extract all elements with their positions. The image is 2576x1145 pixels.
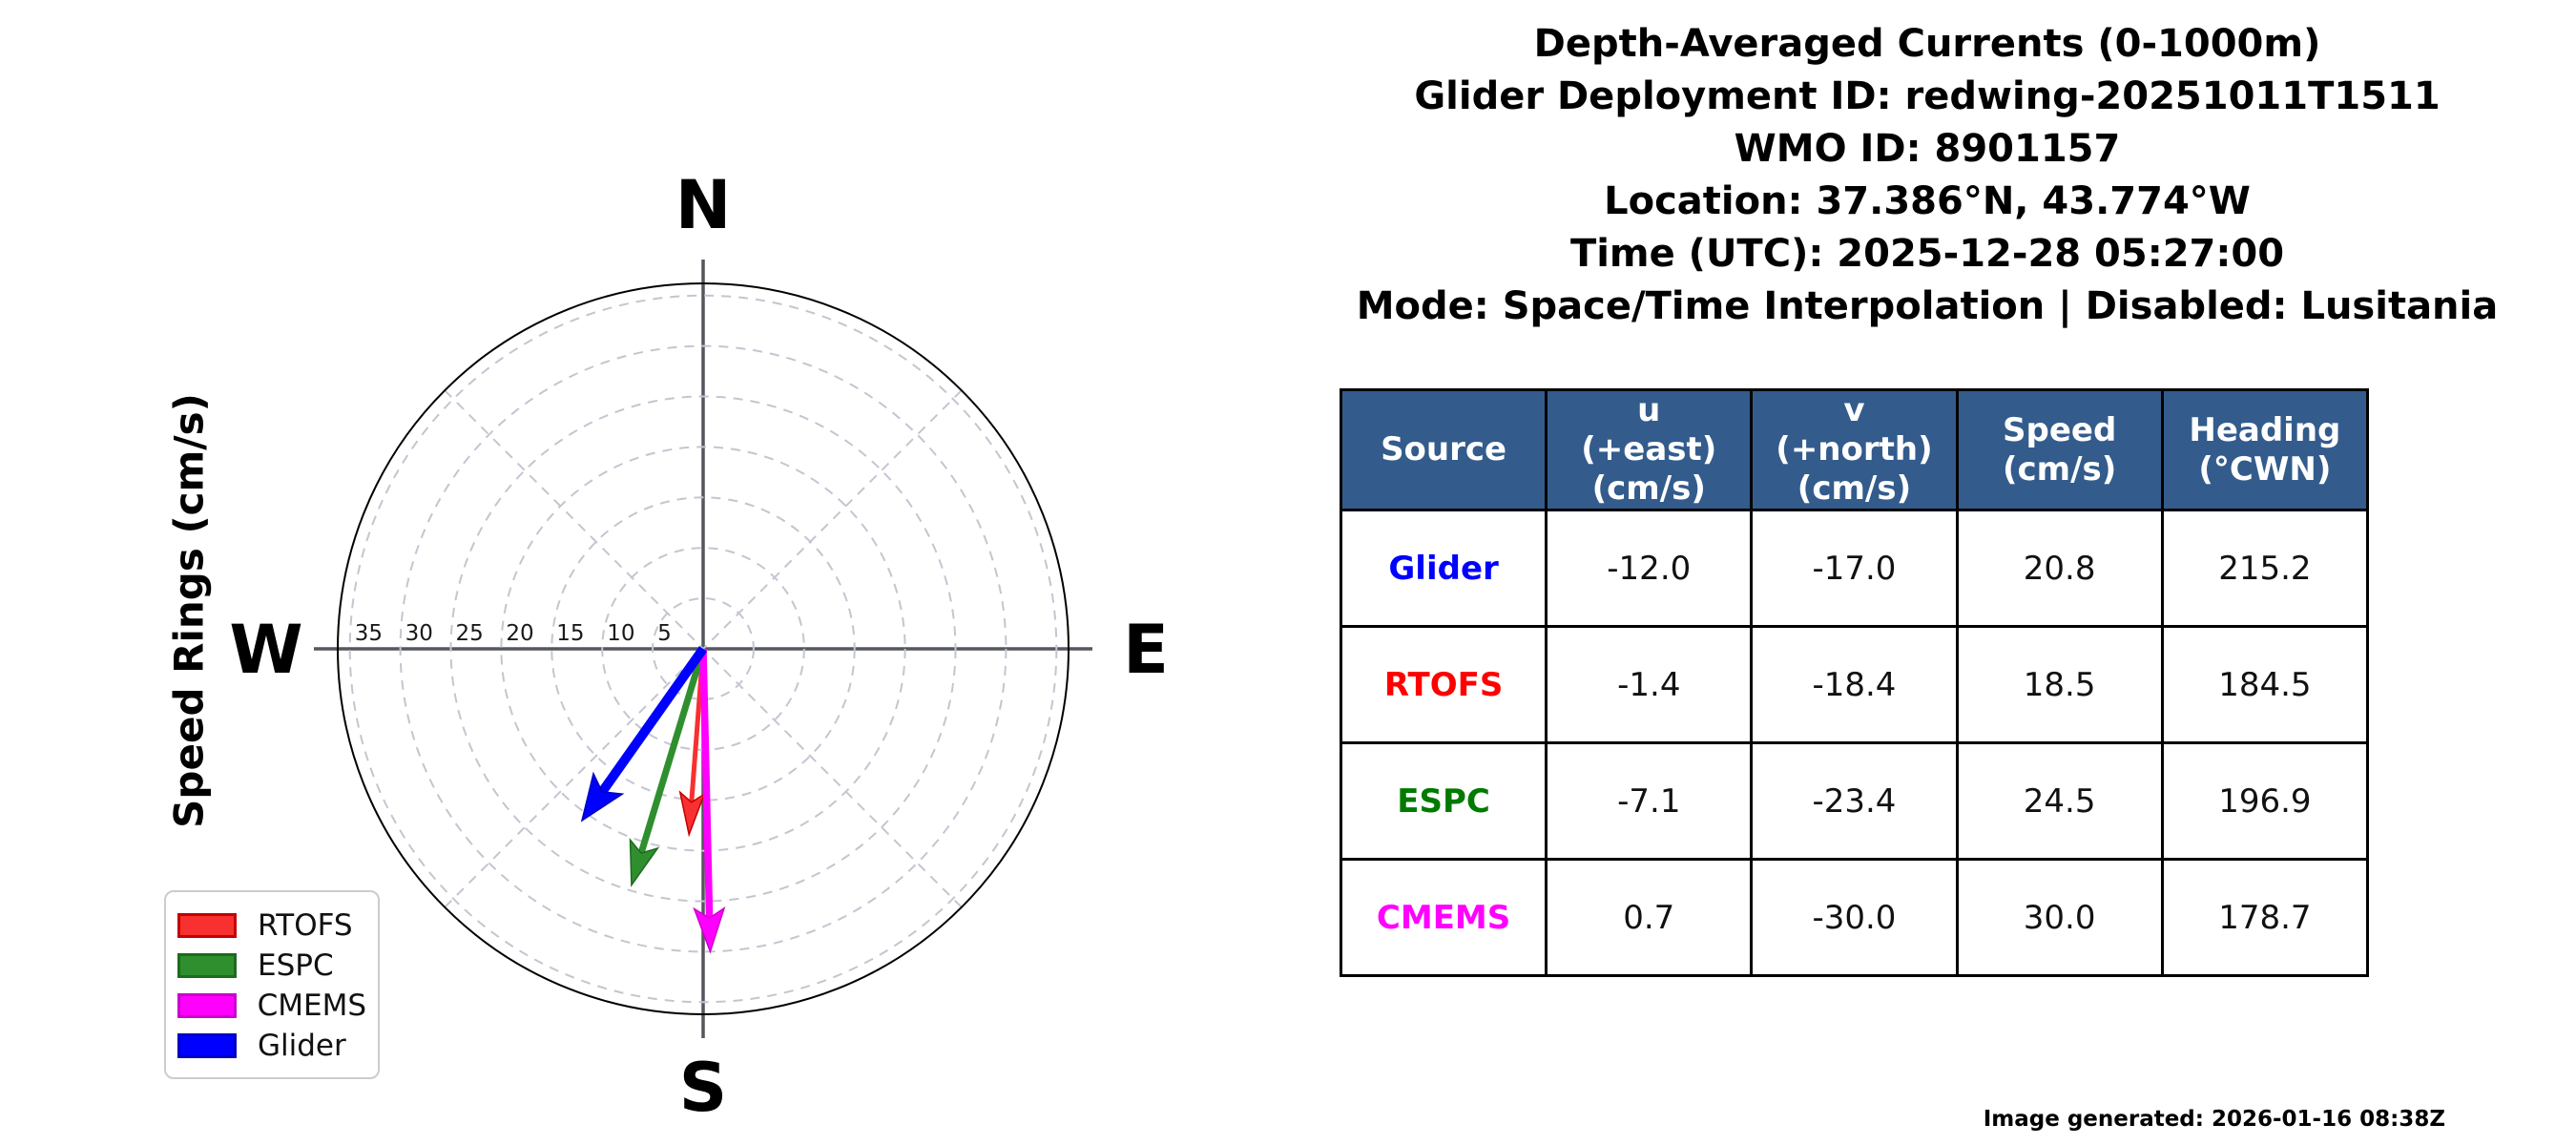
ring-tick-label-20: 20 xyxy=(506,621,533,646)
speed-ring-5 xyxy=(652,597,755,700)
compass-label-south: S xyxy=(679,1049,727,1127)
speed-ring-30 xyxy=(399,344,1008,953)
outer-boundary-circle xyxy=(337,282,1070,1015)
legend-label: Glider xyxy=(258,1029,346,1063)
ring-tick-label-10: 10 xyxy=(607,621,634,646)
heading-cell: 196.9 xyxy=(2160,741,2370,861)
speed-cell: 30.0 xyxy=(1955,858,2164,977)
heading-cell: 184.5 xyxy=(2160,625,2370,744)
compass-label-east: E xyxy=(1123,611,1169,689)
title-block: Depth-Averaged Currents (0-1000m) Glider… xyxy=(1336,18,2519,333)
legend-item-cmems: CMEMS xyxy=(177,988,366,1024)
column-header-heading: Heading (°CWN) xyxy=(2160,388,2370,511)
ring-tick-label-5: 5 xyxy=(657,621,672,646)
speed-ring-15 xyxy=(551,496,856,802)
legend-label: RTOFS xyxy=(258,908,353,943)
source-cell: CMEMS xyxy=(1339,858,1548,977)
legend-item-glider: Glider xyxy=(177,1028,366,1064)
v-cell: -18.4 xyxy=(1750,625,1959,744)
v-cell: -30.0 xyxy=(1750,858,1959,977)
vector-shaft-cmems xyxy=(699,648,714,928)
generated-timestamp: Image generated: 2026-01-16 08:38Z xyxy=(1983,1107,2445,1132)
title-line-deployment: Glider Deployment ID: redwing-20251011T1… xyxy=(1414,74,2441,118)
title-line-location: Location: 37.386°N, 43.774°W xyxy=(1604,179,2251,223)
radial-axis-label: Speed Rings (cm/s) xyxy=(166,393,213,828)
title-line-wmo: WMO ID: 8901157 xyxy=(1734,127,2121,171)
legend-swatch-glider xyxy=(177,1033,237,1058)
compass-label-west: W xyxy=(229,611,302,689)
v-cell: -17.0 xyxy=(1750,509,1959,628)
source-cell: RTOFS xyxy=(1339,625,1548,744)
compass-label-north: N xyxy=(675,166,732,244)
vector-shaft-espc xyxy=(634,647,707,864)
legend-swatch-espc xyxy=(177,953,237,978)
speed-ring-25 xyxy=(449,395,957,903)
legend-item-rtofs: RTOFS xyxy=(177,907,366,944)
title-line-time: Time (UTC): 2025-12-28 05:27:00 xyxy=(1569,232,2285,276)
heading-cell: 178.7 xyxy=(2160,858,2370,977)
column-header-speed: Speed (cm/s) xyxy=(1955,388,2164,511)
speed-cell: 24.5 xyxy=(1955,741,2164,861)
speed-ring-20 xyxy=(500,446,906,852)
ring-tick-label-15: 15 xyxy=(556,621,584,646)
table-row-glider: Glider -12.0 -17.0 20.8 215.2 xyxy=(1339,509,2370,628)
u-cell: 0.7 xyxy=(1545,858,1754,977)
ring-tick-label-25: 25 xyxy=(455,621,483,646)
table-row-cmems: CMEMS 0.7 -30.0 30.0 178.7 xyxy=(1339,858,2370,977)
column-header-v: v (+north) (cm/s) xyxy=(1750,388,1959,511)
u-cell: -1.4 xyxy=(1545,625,1754,744)
legend-swatch-cmems xyxy=(177,993,237,1018)
legend-label: ESPC xyxy=(258,948,334,983)
ring-tick-label-35: 35 xyxy=(355,621,383,646)
u-cell: -7.1 xyxy=(1545,741,1754,861)
legend-swatch-rtofs xyxy=(177,913,237,938)
vector-head-cmems xyxy=(693,906,726,954)
legend-label: CMEMS xyxy=(257,989,366,1023)
ring-tick-label-30: 30 xyxy=(405,621,433,646)
table-header-row: Source u (+east) (cm/s) v (+north) (cm/s) S… xyxy=(1339,388,2370,511)
title-line-depth: Depth-Averaged Currents (0-1000m) xyxy=(1533,22,2321,66)
source-cell: ESPC xyxy=(1339,741,1548,861)
column-header-source: Source xyxy=(1339,388,1548,511)
title-line-mode: Mode: Space/Time Interpolation | Disable… xyxy=(1356,284,2499,328)
table-row-rtofs: RTOFS -1.4 -18.4 18.5 184.5 xyxy=(1339,625,2370,744)
vector-head-glider xyxy=(580,771,625,822)
vector-shaft-glider xyxy=(592,646,708,803)
speed-cell: 20.8 xyxy=(1955,509,2164,628)
legend: RTOFS ESPC CMEMS Glider xyxy=(164,890,380,1079)
currents-table: Source u (+east) (cm/s) v (+north) (cm/s) S… xyxy=(1339,388,2370,977)
source-cell: Glider xyxy=(1339,509,1548,628)
heading-cell: 215.2 xyxy=(2160,509,2370,628)
v-cell: -23.4 xyxy=(1750,741,1959,861)
legend-item-espc: ESPC xyxy=(177,947,366,984)
column-header-u: u (+east) (cm/s) xyxy=(1545,388,1754,511)
speed-cell: 18.5 xyxy=(1955,625,2164,744)
vector-head-espc xyxy=(629,838,660,887)
compass-plot: 5 10 15 20 25 30 35 N S W E Speed Rings (cm/s) xyxy=(166,166,1169,1127)
vector-head-rtofs xyxy=(678,790,706,838)
u-cell: -12.0 xyxy=(1545,509,1754,628)
table-row-espc: ESPC -7.1 -23.4 24.5 196.9 xyxy=(1339,741,2370,861)
speed-ring-35 xyxy=(348,294,1058,1004)
